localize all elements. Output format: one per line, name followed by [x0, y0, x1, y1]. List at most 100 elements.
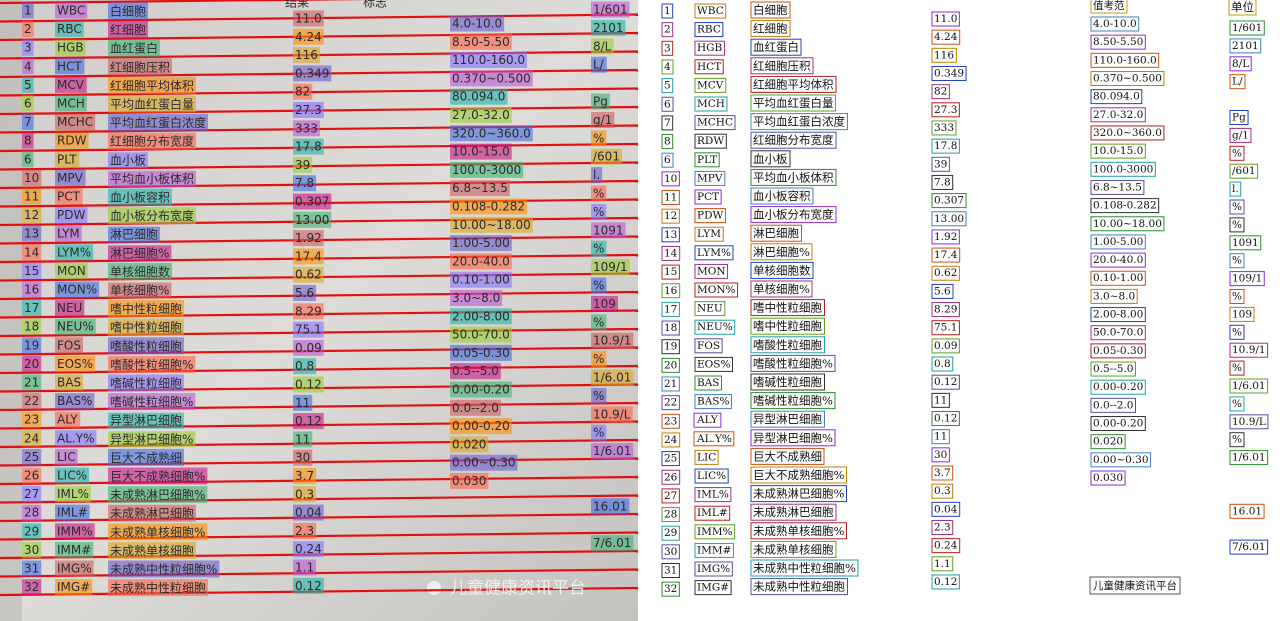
ocr-text: 未成熟单核细胞% [753, 524, 844, 538]
ocr-text: 1/601 [1232, 22, 1262, 34]
ocr-box [661, 413, 680, 429]
photo-text: 28 [24, 506, 39, 520]
photo-text: 0.12 [295, 378, 322, 392]
ocr-text: 17 [664, 303, 677, 315]
photo-text: 0.3 [295, 487, 314, 501]
highlight-box [55, 76, 87, 93]
ocr-text: 20 [664, 359, 677, 371]
highlight-box [22, 523, 42, 540]
highlight-box [293, 394, 313, 411]
ocr-box [1229, 20, 1265, 36]
ocr-box [1090, 470, 1126, 486]
ocr-box [1090, 307, 1146, 323]
ocr-box [1090, 70, 1165, 86]
ocr-box [661, 525, 680, 541]
watermark-icon [427, 581, 441, 595]
highlight-box [293, 449, 313, 466]
highlight-box [55, 300, 85, 317]
photo-text: 5 [24, 78, 32, 92]
highlight-box [22, 39, 34, 56]
ocr-box [931, 483, 954, 499]
photo-text: BAS [57, 376, 81, 390]
highlight-box [293, 431, 313, 448]
photo-text: MCH [57, 97, 85, 111]
highlight-box [450, 216, 533, 233]
ocr-box [931, 429, 950, 445]
highlight-box [450, 33, 512, 50]
highlight-box [55, 579, 93, 596]
ocr-text: 80.094.0 [1093, 91, 1140, 103]
highlight-box [108, 152, 149, 169]
ocr-text: EOS% [697, 358, 730, 370]
photo-text: EOS% [57, 357, 93, 371]
ocr-box [694, 226, 724, 242]
highlight-box [108, 393, 196, 411]
ocr-text: g/1 [1232, 129, 1249, 141]
ocr-box [750, 168, 837, 186]
ocr-box [750, 447, 825, 465]
ocr-box [661, 301, 680, 317]
ocr-text: 未成熟中性粒细胞% [753, 561, 856, 575]
detection-line [0, 494, 638, 504]
highlight-box [55, 281, 100, 298]
ocr-text: 110.0-160.0 [1093, 54, 1157, 66]
photo-text: 红细胞分布宽度 [110, 134, 194, 149]
photo-text: 0.12 [295, 414, 322, 428]
ocr-text: 未成熟淋巴细胞% [753, 487, 844, 501]
highlight-box [591, 203, 607, 220]
ocr-text: 75.1 [934, 322, 957, 334]
ocr-text: 巨大不成熟细胞% [753, 468, 844, 482]
ocr-box [694, 3, 727, 19]
ocr-text: 嗜碱性粒细胞 [753, 375, 822, 389]
photo-text: 白细胞 [110, 4, 146, 19]
photo-text: 1.1 [295, 561, 314, 575]
ocr-text: MON% [697, 284, 736, 296]
ocr-box [750, 354, 836, 372]
ocr-text: /601 [1232, 165, 1256, 177]
ocr-text: 30 [664, 546, 677, 558]
highlight-box [22, 21, 34, 38]
photo-text: 12 [24, 208, 39, 222]
ocr-text: 27 [664, 490, 677, 502]
ocr-box [750, 336, 825, 354]
photo-text: 巨大不成熟细 [110, 450, 182, 465]
photo-text: IMG# [57, 580, 90, 594]
photo-text: 15 [24, 264, 39, 278]
photo-text: IMM# [57, 543, 91, 557]
ocr-box [750, 113, 848, 131]
highlight-box [293, 358, 317, 375]
highlight-box [108, 114, 209, 132]
highlight-box [450, 344, 512, 361]
photo-text: 26 [24, 469, 39, 483]
ocr-box [1090, 89, 1143, 105]
ocr-box [750, 299, 825, 317]
ocr-text: BAS [697, 377, 720, 389]
photo-text: MON [57, 264, 86, 278]
photo-text: 4.0-10.0 [452, 17, 502, 31]
ocr-box [1090, 216, 1165, 232]
highlight-box [591, 38, 614, 55]
highlight-box [591, 277, 607, 294]
highlight-box [450, 436, 489, 453]
ocr-text: 红细胞平均体积 [753, 77, 834, 91]
highlight-box [55, 448, 78, 465]
ocr-box [1229, 74, 1246, 90]
photo-text: g/1 [593, 113, 612, 127]
ocr-text: 12 [664, 210, 677, 222]
ocr-box [750, 187, 814, 205]
ocr-box [1229, 378, 1269, 394]
photo-text: 1.00-5.00 [452, 236, 510, 250]
ocr-text: % [1232, 326, 1242, 338]
ocr-box [1229, 127, 1252, 143]
ocr-box [694, 115, 736, 131]
highlight-box [591, 167, 603, 184]
ocr-text: 红细胞分布宽度 [753, 133, 834, 147]
photo-text: RDW [57, 134, 87, 148]
ocr-box [750, 317, 825, 335]
highlight-box [293, 486, 317, 503]
highlight-box [591, 240, 607, 257]
highlight-box [591, 369, 634, 386]
ocr-box [931, 392, 950, 408]
ocr-text: WBC [697, 5, 724, 17]
